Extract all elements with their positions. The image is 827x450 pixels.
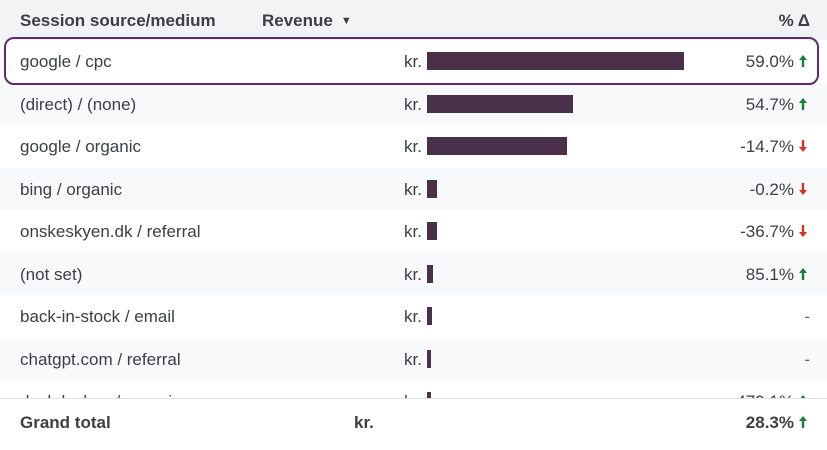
row-currency: kr. [404, 307, 422, 326]
revenue-bar [427, 94, 573, 113]
table-row[interactable]: back-in-stock / email kr. - [0, 295, 827, 337]
row-source-medium: (direct) / (none) [20, 94, 137, 114]
row-source-medium: chatgpt.com / referral [20, 349, 181, 369]
row-currency: kr. [404, 392, 422, 398]
trend-up-icon [799, 267, 807, 280]
row-currency: kr. [404, 264, 422, 284]
column-header-revenue-label: Revenue [262, 11, 333, 30]
table-header: Session source/medium Revenue ▼ % Δ [0, 0, 827, 40]
row-source-medium: google / cpc [20, 52, 112, 71]
row-delta: -14.7% [740, 137, 794, 156]
table-row[interactable]: onskeskyen.dk / referral kr. -36.7% [0, 210, 827, 252]
trend-up-icon [799, 55, 807, 67]
trend-down-icon [799, 140, 807, 152]
grand-total-row: Grand total kr. 28.3% [0, 398, 827, 450]
row-currency: kr. [404, 179, 422, 199]
revenue-bar [427, 222, 437, 240]
row-currency: kr. [404, 137, 422, 156]
row-source-medium: bing / organic [20, 179, 123, 199]
revenue-bar [427, 137, 567, 155]
grand-total-currency: kr. [354, 413, 374, 432]
row-delta: 479.1% [736, 392, 794, 398]
row-delta: 54.7% [745, 94, 794, 114]
row-source-medium: (not set) [20, 264, 83, 284]
row-delta: -36.7% [740, 222, 794, 241]
table-row[interactable]: google / cpc kr. 59.0% [0, 40, 827, 82]
revenue-bar [427, 349, 431, 368]
row-delta: 85.1% [745, 264, 794, 284]
column-header-revenue[interactable]: Revenue ▼ [262, 11, 352, 31]
table-row[interactable]: (direct) / (none) kr. 54.7% [0, 82, 827, 125]
revenue-bar [427, 264, 433, 283]
table-row[interactable]: duckduckgo / organic kr. 479.1% [0, 380, 827, 398]
column-header-delta[interactable]: % Δ [778, 11, 810, 30]
sort-descending-icon[interactable]: ▼ [340, 15, 352, 27]
row-currency: kr. [404, 222, 422, 241]
trend-down-icon [799, 182, 807, 195]
table-body: google / cpc kr. 59.0% (direct) / (none) kr.… [0, 40, 827, 398]
trend-up-icon [799, 416, 807, 428]
column-header-source[interactable]: Session source/medium [20, 11, 216, 30]
grand-total-label: Grand total [20, 413, 111, 432]
table-row[interactable]: chatgpt.com / referral kr. - [0, 337, 827, 380]
revenue-bar [427, 179, 437, 198]
table-row[interactable]: (not set) kr. 85.1% [0, 252, 827, 295]
row-delta: -0.2% [749, 179, 794, 199]
trend-up-icon [799, 97, 807, 110]
row-delta: 59.0% [745, 52, 794, 71]
table-row[interactable]: google / organic kr. -14.7% [0, 125, 827, 167]
row-source-medium: google / organic [20, 137, 141, 156]
trend-down-icon [799, 225, 807, 237]
revenue-bar [427, 52, 684, 70]
revenue-bar [427, 392, 431, 398]
row-source-medium: duckduckgo / organic [20, 392, 181, 398]
row-source-medium: back-in-stock / email [20, 307, 175, 326]
row-currency: kr. [404, 349, 422, 369]
revenue-bar [427, 307, 432, 325]
row-delta: - [804, 307, 810, 326]
row-delta: - [804, 349, 810, 369]
table-row[interactable]: bing / organic kr. -0.2% [0, 167, 827, 210]
row-currency: kr. [404, 52, 422, 71]
trend-up-icon [800, 395, 806, 398]
row-source-medium: onskeskyen.dk / referral [20, 222, 201, 241]
grand-total-delta: 28.3% [745, 413, 794, 432]
row-currency: kr. [404, 94, 422, 114]
